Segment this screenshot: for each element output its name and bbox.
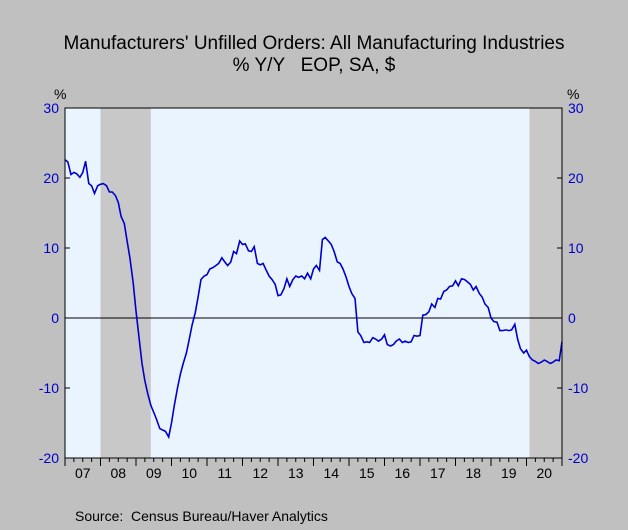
x-tick-label: 20 (536, 465, 552, 481)
recession-shading (100, 108, 562, 458)
y-tick-label-left: 0 (51, 310, 59, 326)
chart-subtitle: % Y/Y EOP, SA, $ (232, 55, 396, 76)
y-tick-label-left: -10 (39, 380, 59, 396)
y-tick-label-left: 10 (43, 240, 59, 256)
x-tick-label: 11 (217, 465, 232, 481)
y-tick-label-left: 20 (43, 170, 59, 186)
x-tick-label: 14 (323, 465, 339, 481)
y-tick-label-right: -10 (568, 380, 588, 396)
x-axis: 07 08 09 10 11 12 13 14 15 16 17 18 19 20 (64, 458, 563, 481)
x-tick-label: 10 (181, 465, 197, 481)
y-axis-unit-right: % (567, 86, 580, 102)
chart-title: Manufacturers' Unfilled Orders: All Manu… (63, 33, 565, 54)
x-tick-label: 07 (75, 465, 91, 481)
source-note: Source: Census Bureau/Haver Analytics (75, 508, 328, 524)
y-axis-unit-left: % (54, 86, 67, 102)
x-tick-label: 16 (394, 465, 410, 481)
x-tick-label: 13 (288, 465, 304, 481)
x-tick-label: 17 (430, 465, 446, 481)
y-axis: 30 30 20 20 10 10 0 0 -10 -10 -20 -20 (39, 100, 589, 466)
y-tick-label-left: -20 (39, 450, 59, 466)
x-tick-label: 15 (359, 465, 375, 481)
x-tick-label: 09 (146, 465, 162, 481)
recession-band-1 (100, 108, 151, 458)
series-line (64, 159, 563, 440)
x-tick-label: 12 (252, 465, 268, 481)
y-tick-label-left: 30 (43, 100, 59, 116)
y-tick-label-right: 0 (568, 310, 576, 326)
y-tick-label-right: 20 (568, 170, 584, 186)
y-tick-label-right: 10 (568, 240, 584, 256)
x-tick-label: 18 (465, 465, 481, 481)
recession-band-2 (529, 108, 562, 458)
y-tick-label-right: -20 (568, 450, 588, 466)
x-tick-label: 19 (501, 465, 517, 481)
y-tick-label-right: 30 (568, 100, 584, 116)
x-tick-label: 08 (110, 465, 126, 481)
